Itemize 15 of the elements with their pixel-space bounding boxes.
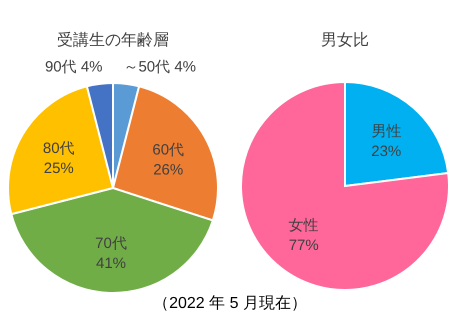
data-label: 77% [288,236,319,254]
data-label: 41% [96,254,126,272]
data-label: 26% [153,162,184,179]
slice-label: ～50代 4% [123,58,196,76]
chart-title: 受講生の年齢層 [57,31,169,49]
slice-label: 70代 [95,234,127,252]
data-label: 25% [44,160,74,177]
slice-label: 女性 [288,216,319,234]
data-label: 23% [371,143,402,160]
slice-label: 男性 [371,123,402,140]
text: （2022 年 5 月現在） [153,295,307,312]
chart-title: 男女比 [321,31,369,49]
slice-label: 60代 [152,142,184,159]
slice-label: 80代 [42,140,75,157]
slice-label: 90代 4% [44,58,103,76]
